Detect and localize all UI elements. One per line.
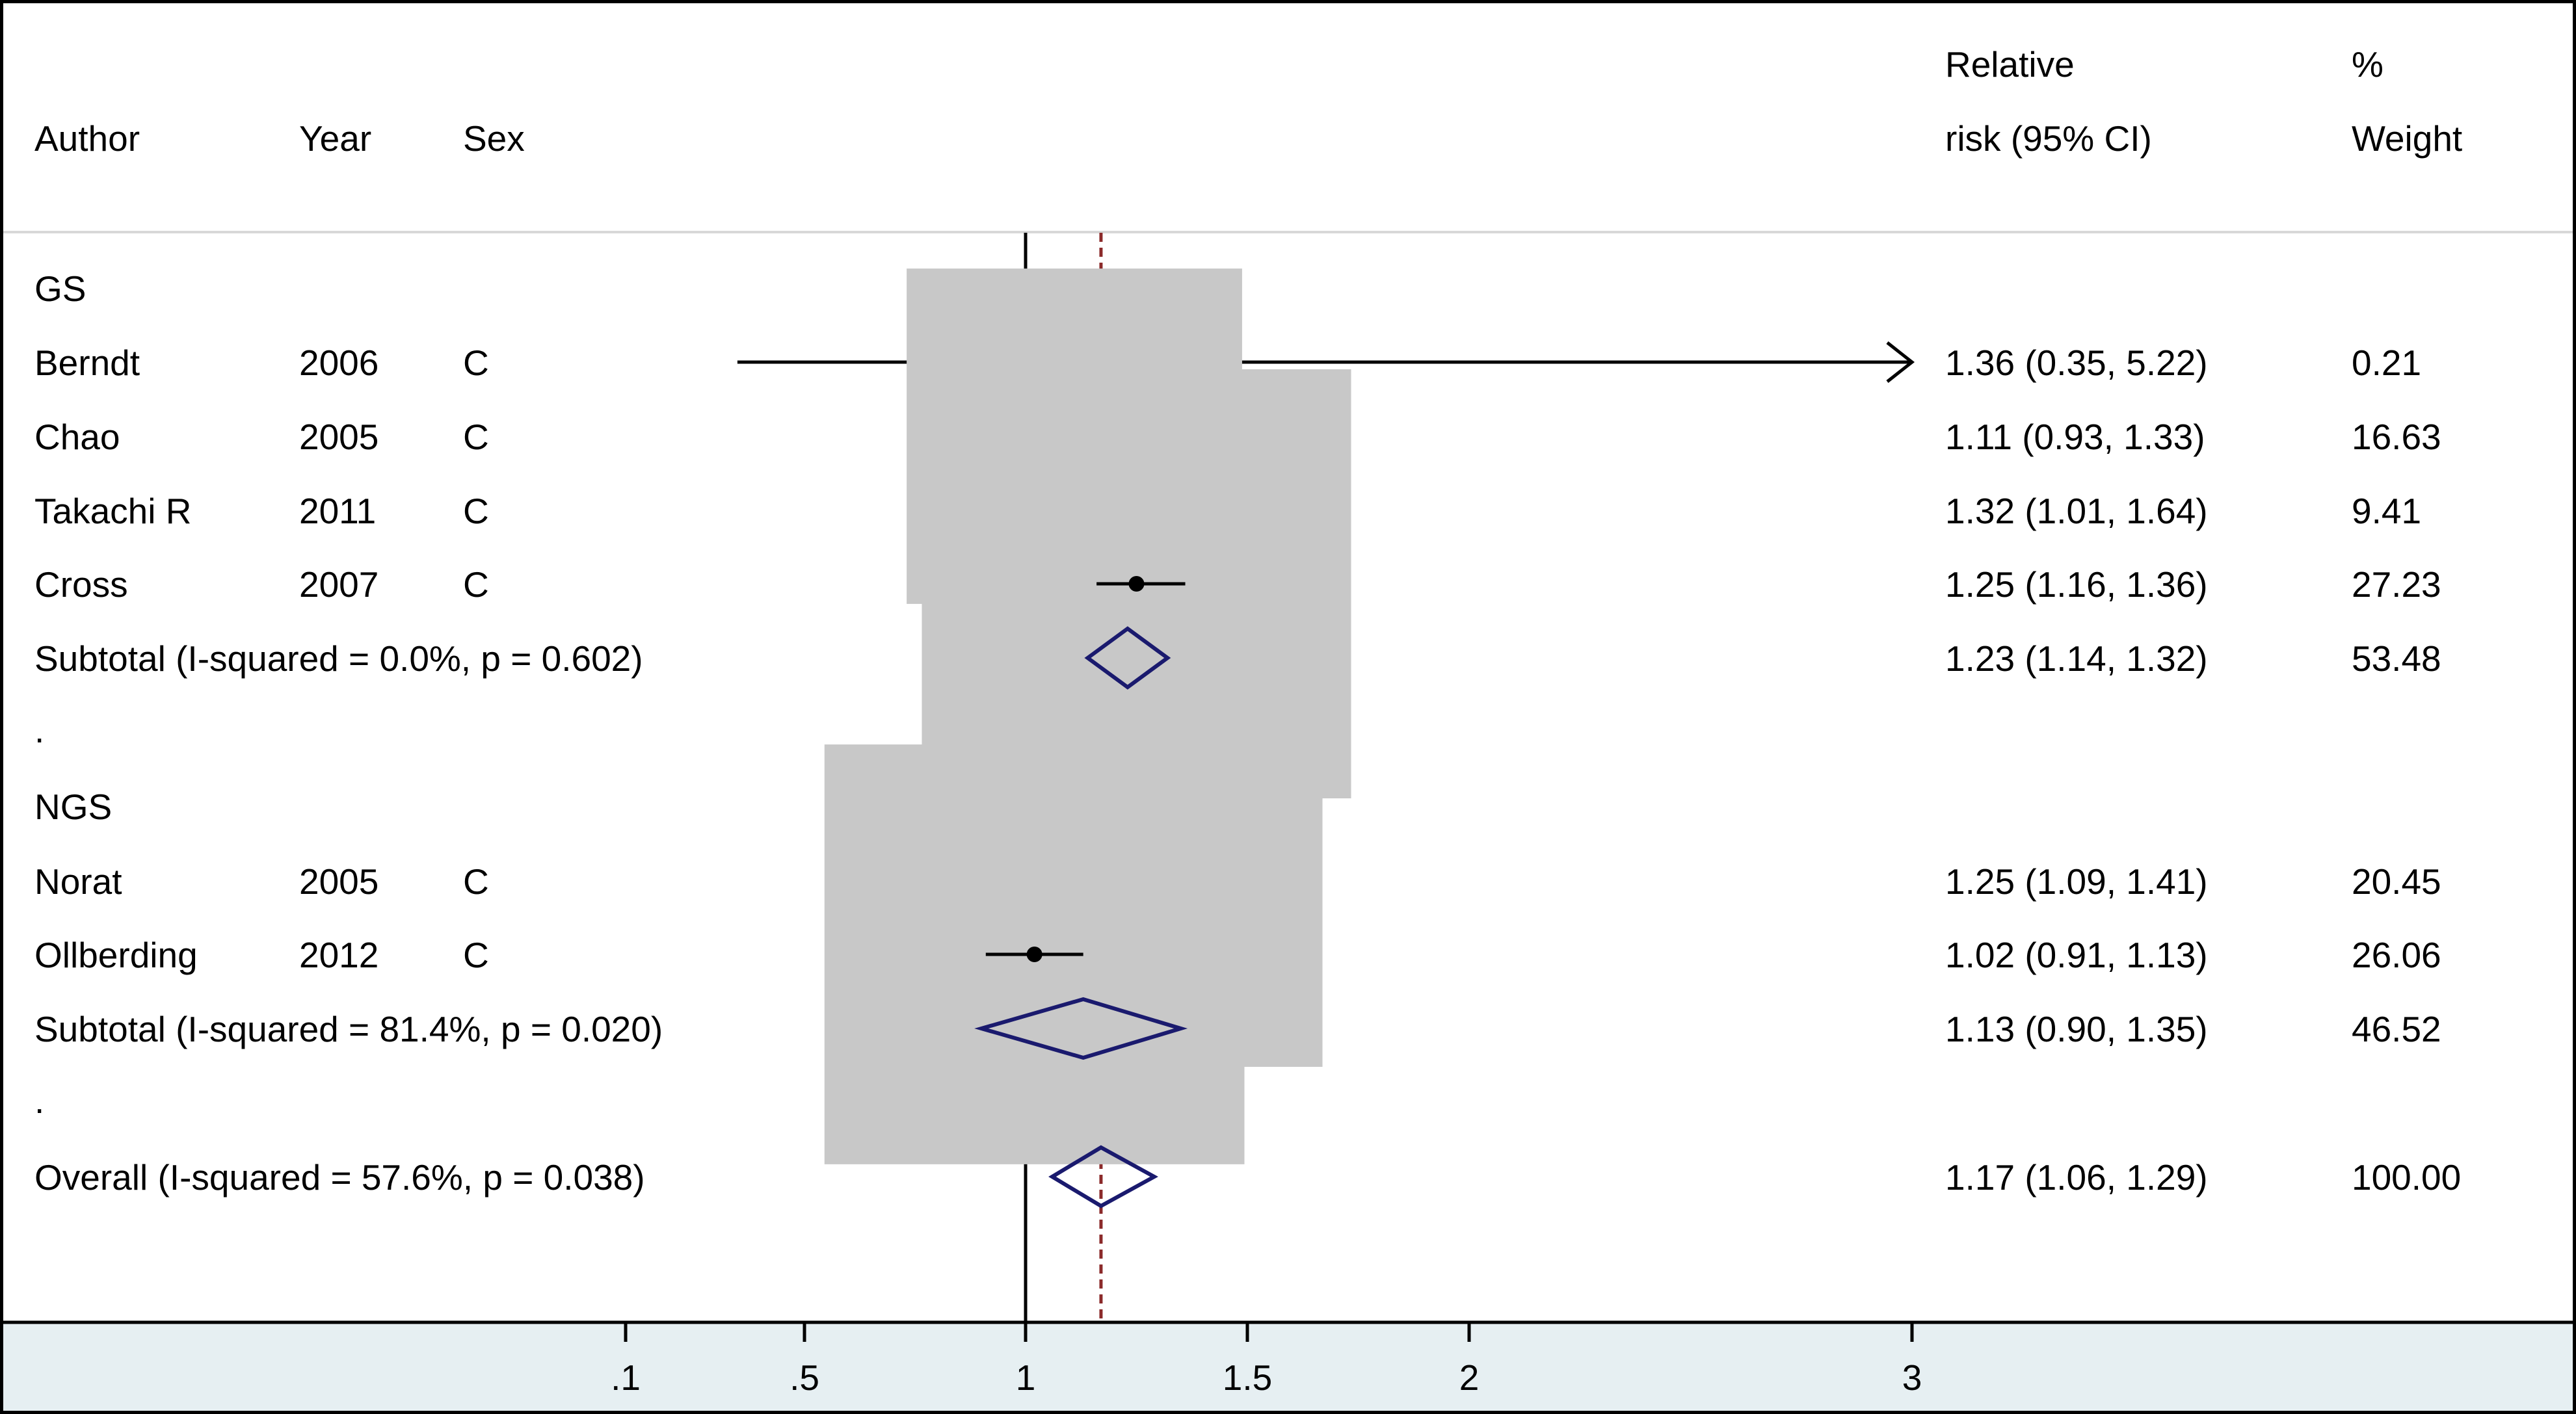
- group-label: NGS: [34, 787, 112, 827]
- study-sex: C: [463, 491, 489, 531]
- subtotal-weight: 46.52: [2352, 1009, 2441, 1049]
- subtotal-label: Subtotal (I-squared = 0.0%, p = 0.602): [34, 638, 643, 679]
- study-sex: C: [463, 343, 489, 383]
- forest-row-overall: Overall (I-squared = 57.6%, p = 0.038) 1.…: [34, 1157, 2461, 1198]
- forest-row-subtotal: Subtotal (I-squared = 0.0%, p = 0.602) 1.…: [34, 638, 2441, 679]
- study-author: Norat: [34, 861, 122, 902]
- study-year: 2005: [299, 417, 378, 457]
- subtotal-diamond: [974, 997, 1188, 1060]
- subtotal-label: Subtotal (I-squared = 81.4%, p = 0.020): [34, 1009, 663, 1049]
- forest-row-group: GS: [34, 268, 86, 309]
- study-sex: C: [463, 935, 489, 975]
- study-ci-text: 1.25 (1.16, 1.36): [1945, 564, 2208, 605]
- axis-tick-label: 3: [1902, 1357, 1922, 1398]
- study-year: 2005: [299, 861, 378, 902]
- axis-tick-label: 2: [1459, 1357, 1480, 1398]
- study-weight: 16.63: [2352, 417, 2441, 457]
- study-ci-text: 1.25 (1.09, 1.41): [1945, 861, 2208, 902]
- study-weight: 26.06: [2352, 935, 2441, 975]
- forest-row-subtotal: Subtotal (I-squared = 81.4%, p = 0.020) 1…: [34, 1009, 2441, 1049]
- point-estimate: [1128, 576, 1145, 592]
- header-year: Year: [299, 118, 371, 159]
- axis-tick-label: .1: [611, 1357, 641, 1398]
- header-rr-line1: Relative: [1945, 44, 2075, 85]
- study-author: Takachi R: [34, 491, 191, 531]
- forest-row-dot: .: [34, 1080, 44, 1121]
- study-weight: 20.45: [2352, 861, 2441, 902]
- header-rr-line2: risk (95% CI): [1945, 118, 2152, 159]
- overall-weight: 100.00: [2352, 1157, 2461, 1198]
- axis-tick-label: 1: [1016, 1357, 1036, 1398]
- study-weight: 27.23: [2352, 564, 2441, 605]
- subtotal-weight: 53.48: [2352, 638, 2441, 679]
- study-ci-text: 1.02 (0.91, 1.13): [1945, 935, 2208, 975]
- study-year: 2006: [299, 343, 378, 383]
- ci-clip-arrow: [1886, 341, 1915, 383]
- subtotal-diamond: [1084, 626, 1171, 690]
- point-estimate: [1026, 947, 1042, 962]
- overall-ci-text: 1.17 (1.06, 1.29): [1945, 1157, 2208, 1198]
- study-year: 2011: [299, 491, 376, 531]
- subtotal-ci-text: 1.13 (0.90, 1.35): [1945, 1009, 2208, 1049]
- forest-row-study: Cross 2007 C 1.25 (1.16, 1.36) 27.23: [34, 564, 2441, 605]
- overall-diamond: [1048, 1145, 1159, 1209]
- forest-row-group: NGS: [34, 787, 112, 827]
- study-author: Ollberding: [34, 935, 198, 975]
- study-ci-text: 1.11 (0.93, 1.33): [1945, 417, 2205, 457]
- study-ci-text: 1.32 (1.01, 1.64): [1945, 491, 2208, 531]
- header-weight-line2: Weight: [2352, 118, 2462, 159]
- axis-tick-label: .5: [790, 1357, 819, 1398]
- study-ci-text: 1.36 (0.35, 5.22): [1945, 343, 2208, 383]
- study-sex: C: [463, 564, 489, 605]
- forest-row-study: Ollberding 2012 C 1.02 (0.91, 1.13) 26.06: [34, 935, 2441, 975]
- study-author: Cross: [34, 564, 128, 605]
- forest-row-study: Norat 2005 C 1.25 (1.09, 1.41) 20.45: [34, 861, 2441, 902]
- forest-row-study: Takachi R 2011 C 1.32 (1.01, 1.64) 9.41: [34, 491, 2421, 531]
- forest-row-study: Chao 2005 C 1.11 (0.93, 1.33) 16.63: [34, 417, 2441, 457]
- overall-label: Overall (I-squared = 57.6%, p = 0.038): [34, 1157, 645, 1198]
- header-author: Author: [34, 118, 140, 159]
- group-spacer-dot: .: [34, 710, 44, 750]
- study-author: Berndt: [34, 343, 140, 383]
- study-sex: C: [463, 417, 489, 457]
- axis-band: [0, 1322, 2576, 1414]
- study-year: 2012: [299, 935, 378, 975]
- group-label: GS: [34, 268, 86, 309]
- header-sex: Sex: [463, 118, 525, 159]
- axis-tick-label: 1.5: [1223, 1357, 1272, 1398]
- forest-row-dot: .: [34, 710, 44, 750]
- forest-row-study: Berndt 2006 C 1.36 (0.35, 5.22) 0.21: [34, 343, 2421, 383]
- study-sex: C: [463, 861, 489, 902]
- study-weight: 9.41: [2352, 491, 2421, 531]
- header-weight-line1: %: [2352, 44, 2383, 85]
- group-spacer-dot: .: [34, 1080, 44, 1121]
- study-weight: 0.21: [2352, 343, 2421, 383]
- study-author: Chao: [34, 417, 120, 457]
- subtotal-ci-text: 1.23 (1.14, 1.32): [1945, 638, 2208, 679]
- study-year: 2007: [299, 564, 378, 605]
